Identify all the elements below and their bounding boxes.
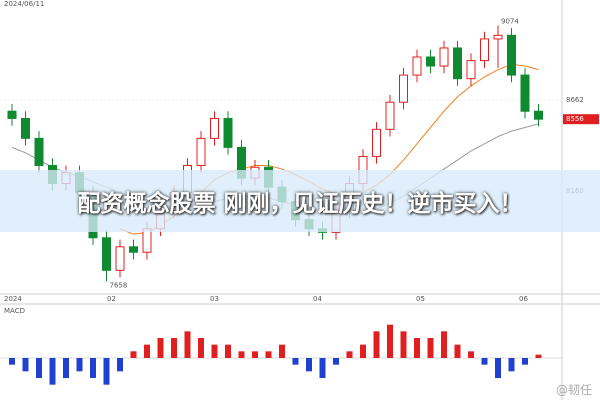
candle-body — [196, 137, 206, 166]
candle-body — [115, 246, 125, 271]
macd-bar — [454, 344, 461, 358]
macd-bar — [400, 331, 407, 358]
macd-bar — [535, 354, 542, 358]
macd-bar — [63, 358, 69, 378]
candle-body — [520, 74, 530, 112]
macd-bar — [252, 351, 258, 358]
macd-bar — [90, 358, 96, 378]
macd-bar — [495, 358, 501, 378]
x-tick-label: 02 — [107, 295, 116, 303]
macd-bar — [184, 331, 191, 358]
y-tick-label: 8662 — [566, 96, 584, 104]
candle-body — [129, 246, 138, 253]
macd-bar — [360, 344, 366, 358]
candle-body — [223, 117, 233, 148]
macd-bar — [238, 351, 245, 358]
macd-bar — [265, 351, 272, 358]
macd-bar — [441, 331, 447, 358]
macd-bar — [481, 358, 488, 365]
candle-body — [372, 128, 381, 157]
macd-bar — [49, 358, 56, 385]
candle-body — [439, 47, 449, 67]
macd-bar — [414, 338, 420, 358]
macd-bar — [333, 358, 339, 365]
macd-bar — [373, 331, 380, 358]
macd-bar — [198, 338, 204, 358]
candle-body — [210, 117, 219, 139]
x-tick-label: 2024 — [4, 295, 22, 303]
candle-body — [493, 34, 503, 40]
macd-bar — [468, 351, 474, 358]
macd-bar — [211, 344, 218, 358]
candle-body — [412, 56, 422, 76]
macd-bar — [171, 338, 177, 358]
candle-body — [7, 110, 17, 119]
date-label: 2024/06/11 — [4, 0, 44, 8]
candle-body — [534, 110, 543, 120]
macd-bar — [130, 351, 137, 358]
macd-bar — [508, 358, 515, 372]
candle-body — [102, 237, 111, 271]
macd-bar — [9, 358, 15, 365]
candle-body — [399, 74, 408, 103]
x-tick-label: 03 — [210, 295, 219, 303]
candle-body — [480, 38, 489, 62]
macd-bar — [387, 324, 393, 358]
watermark: @韧任 — [555, 383, 592, 397]
macd-bar — [157, 338, 164, 358]
macd-bar — [103, 358, 110, 385]
macd-bar — [76, 358, 83, 372]
last-tag — [563, 114, 599, 125]
x-tick-label: 04 — [313, 295, 322, 303]
candle-body — [507, 34, 516, 76]
min-label: 7658 — [110, 282, 128, 290]
macd-bar — [346, 351, 353, 358]
x-tick-label: 05 — [416, 295, 425, 303]
candle-body — [21, 117, 30, 139]
macd-bar — [144, 344, 150, 358]
macd-bar — [522, 358, 528, 365]
candle-body — [142, 228, 152, 253]
panel-title: MACD — [4, 307, 25, 315]
macd-bar — [292, 358, 299, 365]
macd-bar — [117, 358, 123, 372]
macd-bar — [306, 358, 312, 372]
macd-bar — [319, 358, 326, 378]
macd-bar — [427, 338, 434, 358]
max-label: 9074 — [501, 18, 519, 26]
x-tick-label: 06 — [519, 295, 528, 303]
macd-bar — [225, 344, 231, 358]
macd-bar — [36, 358, 42, 378]
last-label: 8556 — [566, 115, 584, 123]
headline: 配资概念股票 刚刚，见证历史！逆市买入！ — [0, 170, 600, 232]
macd-bar — [279, 344, 285, 358]
candle-body — [466, 60, 476, 80]
candle-body — [34, 137, 44, 166]
candle-body — [453, 47, 462, 80]
candle-body — [426, 56, 435, 67]
macd-bar — [22, 358, 29, 372]
candle-body — [385, 101, 395, 130]
